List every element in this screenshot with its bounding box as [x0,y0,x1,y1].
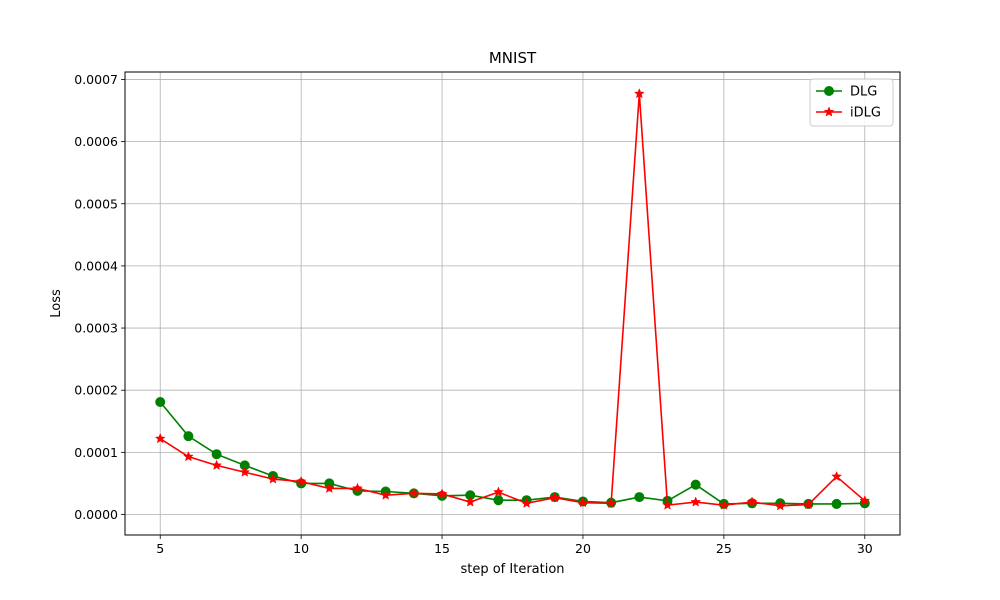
data-point-idlg [436,488,448,499]
x-tick-label: 15 [434,541,450,556]
data-point-idlg [718,499,730,510]
legend-label-idlg: iDLG [850,106,881,121]
data-point-idlg [831,470,842,482]
grid [125,72,900,535]
data-point-dlg [690,479,701,490]
data-point-idlg [633,88,645,99]
data-point-dlg [211,449,222,460]
x-axis-label: step of Iteration [460,562,564,577]
data-point-idlg [859,495,871,506]
data-point-dlg [831,498,842,509]
data-point-idlg [464,496,476,507]
y-tick-label: 0.0006 [74,134,118,149]
y-tick-label: 0.0003 [74,321,118,336]
legend: DLG iDLG [809,78,894,127]
data-point-idlg [577,497,589,508]
data-point-idlg [154,432,166,444]
data-point-idlg [323,482,335,493]
y-tick-label: 0.0001 [74,445,118,460]
data-point-idlg [549,492,561,503]
legend-marker-dlg [824,86,834,96]
data-point-idlg [211,459,222,470]
y-axis-label: Loss [49,289,64,318]
data-point-idlg [408,487,420,498]
x-tick-label: 5 [156,541,164,556]
data-point-dlg [155,397,166,408]
y-tick-label: 0.0004 [74,258,118,273]
data-point-dlg [634,492,645,503]
x-tick-label: 30 [857,541,873,556]
y-tick-label: 0.0005 [74,196,118,211]
data-point-idlg [662,499,673,510]
legend-marker-idlg [823,106,835,117]
data-point-idlg [239,466,251,477]
chart-title: MNIST [489,49,537,67]
data-point-idlg [380,489,392,500]
data-point-idlg [493,486,504,497]
series-layer [154,88,871,511]
data-point-idlg [605,497,617,508]
data-point-idlg [803,498,814,510]
y-tick-label: 0.0000 [74,507,118,522]
data-point-idlg [352,482,363,493]
legend-label-dlg: DLG [850,85,877,100]
x-tick-label: 25 [716,541,732,556]
data-point-idlg [774,500,786,511]
data-point-dlg [493,495,504,506]
ticks: 5 10 15 20 25 30 0.0000 0.0001 0.0002 0.0003 0.000… [74,72,873,556]
series-line-idlg [159,93,866,507]
data-point-idlg [267,473,279,484]
plot-frame [124,71,901,536]
data-point-idlg [690,496,702,507]
y-tick-label: 0.0002 [74,383,118,398]
data-point-dlg [183,431,194,442]
legend-item-dlg: DLG [816,85,877,100]
data-point-idlg [746,496,758,507]
y-tick-label: 0.0007 [74,72,118,87]
legend-item-idlg: iDLG [816,106,881,121]
data-point-idlg [183,451,194,462]
x-tick-label: 20 [575,541,591,556]
data-point-idlg [295,475,307,487]
series-idlg [154,88,871,511]
data-point-idlg [521,497,532,508]
x-tick-label: 10 [293,541,309,556]
